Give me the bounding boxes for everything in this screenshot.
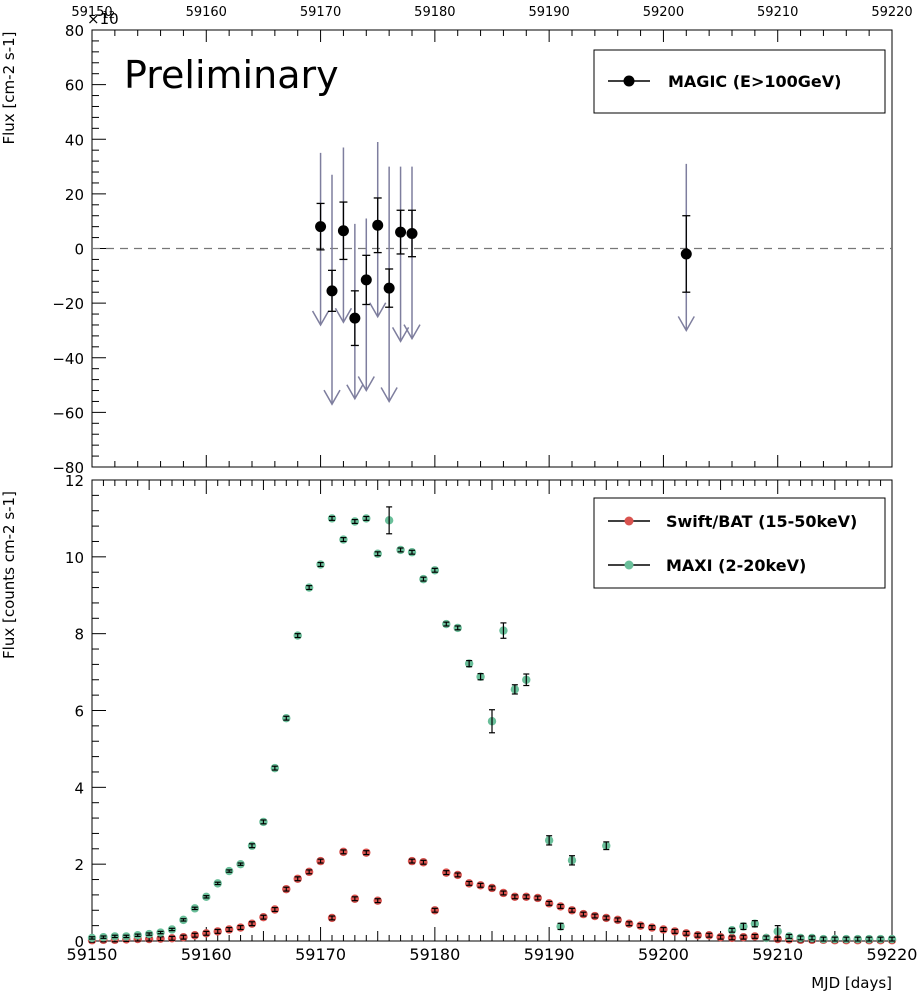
magic-top-x-tick-label: 59210 — [757, 5, 798, 20]
magic-data-point — [315, 221, 327, 233]
magic-data-points — [311, 141, 695, 406]
xray-x-tick-label: 59200 — [638, 945, 689, 964]
xray-y-tick-label: 0 — [74, 933, 84, 951]
xray-y-tick-label: 10 — [65, 549, 84, 567]
xray-x-tick-label: 59150 — [67, 945, 118, 964]
magic-y-tick-label: 0 — [74, 241, 84, 259]
magic-data-point — [372, 219, 384, 231]
xray-y-tick-label: 2 — [74, 856, 84, 874]
magic-top-x-tick-label: 59160 — [186, 5, 227, 20]
magic-y-axis-label: Flux [cm-2 s-1] — [0, 31, 18, 144]
magic-upper-limit-arrowhead — [334, 307, 353, 324]
bat-legend-marker — [624, 516, 634, 526]
xray-x-tick-label: 59170 — [295, 945, 346, 964]
magic-upper-limit-arrowhead — [380, 387, 398, 403]
xray-y-tick-label: 4 — [74, 779, 84, 797]
magic-upper-limit-arrowhead — [311, 310, 330, 327]
xray-data-points — [87, 506, 897, 945]
magic-legend: MAGIC (E>100GeV) — [593, 49, 886, 114]
xray-y-tick-label: 12 — [65, 472, 84, 490]
x-axis-label: MJD [days] — [811, 974, 892, 992]
magic-upper-limit-arrowhead — [369, 302, 387, 319]
magic-top-x-tick-label: 59180 — [414, 5, 455, 20]
magic-top-x-axis: 59150 59160 59170 59180 59190 59200 59210 59220 — [71, 5, 913, 467]
magic-data-point — [383, 282, 395, 294]
magic-y-tick-label: 20 — [65, 186, 84, 204]
magic-y-tick-label: 60 — [65, 77, 84, 95]
preliminary-annotation: Preliminary — [124, 53, 339, 97]
y-exponent-power: −12 — [94, 10, 115, 21]
xray-panel: 0 2 4 6 8 10 12 59150 59160 59170 59180 59190 59200… — [0, 472, 917, 992]
y-exponent-label: ×10 — [87, 10, 119, 28]
magic-top-x-tick-label: 59190 — [528, 5, 569, 20]
magic-upper-limit-arrowhead — [323, 389, 341, 406]
magic-upper-limit-arrowhead — [677, 316, 695, 332]
magic-data-point — [337, 225, 349, 237]
xray-x-tick-label: 59190 — [524, 945, 575, 964]
magic-legend-label: MAGIC (E>100GeV) — [668, 72, 841, 91]
magic-y-axis: 80 60 40 20 0 −20 −40 −60 −80 — [52, 22, 106, 477]
magic-data-point — [406, 227, 418, 239]
magic-upper-limit-arrowhead — [403, 324, 421, 341]
magic-top-x-tick-label: 59220 — [871, 5, 912, 20]
magic-y-tick-label: −60 — [52, 404, 84, 422]
xray-y-axis-label: Flux [counts cm-2 s-1] — [0, 491, 18, 659]
xray-y-axis: 0 2 4 6 8 10 12 — [65, 472, 106, 951]
bat-legend-label: Swift/BAT (15-50keV) — [666, 512, 857, 531]
magic-top-x-tick-label: 59170 — [300, 5, 341, 20]
magic-data-point — [326, 285, 338, 297]
magic-top-x-tick-label: 59150 — [71, 5, 112, 20]
maxi-legend-marker — [624, 560, 634, 570]
xray-legend-box — [593, 497, 886, 589]
xray-x-tick-label: 59220 — [867, 945, 918, 964]
magic-y-tick-label: −40 — [52, 350, 84, 368]
magic-y-tick-label: 40 — [65, 131, 84, 149]
magic-data-point — [349, 312, 361, 324]
xray-x-tick-label: 59210 — [752, 945, 803, 964]
magic-upper-limit-arrowhead — [391, 326, 410, 343]
magic-y-tick-label: −20 — [52, 295, 84, 313]
magic-upper-limit-arrowhead — [357, 376, 375, 393]
xray-y-tick-label: 6 — [74, 703, 84, 721]
magic-data-point — [360, 274, 372, 286]
xray-x-tick-label: 59180 — [409, 945, 460, 964]
magic-top-x-tick-label: 59200 — [643, 5, 684, 20]
magic-data-point — [395, 226, 407, 238]
magic-data-point — [680, 248, 692, 260]
magic-y-tick-label: 80 — [65, 22, 84, 40]
magic-y-tick-label: −80 — [52, 459, 84, 477]
xray-legend: Swift/BAT (15-50keV) MAXI (2-20keV) — [593, 497, 886, 589]
magic-legend-marker — [623, 75, 635, 87]
magic-upper-limit-arrowhead — [346, 384, 364, 401]
maxi-legend-label: MAXI (2-20keV) — [666, 556, 806, 575]
xray-x-tick-label: 59160 — [181, 945, 232, 964]
xray-y-tick-label: 8 — [74, 626, 84, 644]
